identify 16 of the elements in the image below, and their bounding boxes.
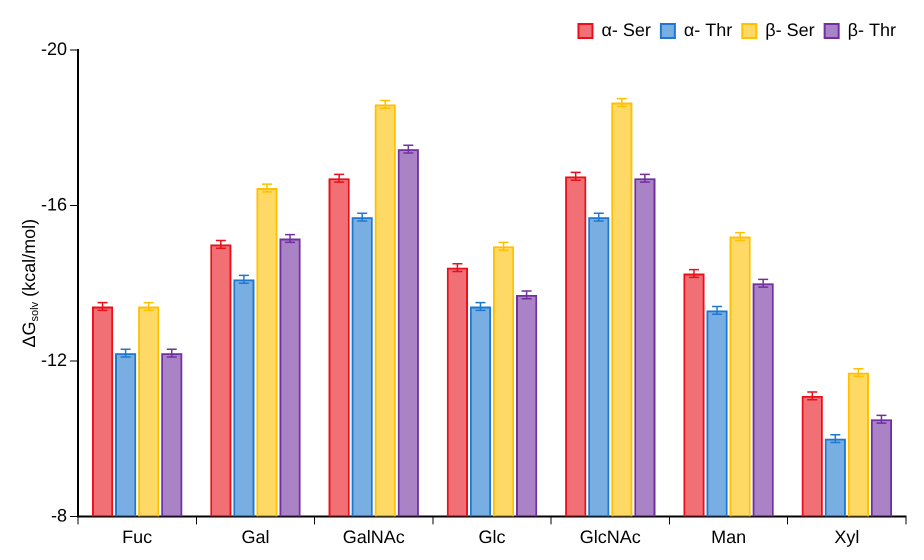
x-tick-label: Gal [241, 527, 270, 548]
legend-label: α- Thr [684, 20, 732, 40]
y-axis-title: ΔGsolv (kcal/mol) [18, 218, 42, 348]
y-tick-label: -20 [41, 38, 68, 59]
x-tick-label: Man [711, 527, 746, 548]
x-tick-label: GalNAc [342, 527, 405, 548]
x-tick-label: Xyl [834, 527, 860, 548]
y-tick-label: -12 [41, 350, 68, 370]
y-tick-label: -16 [41, 194, 68, 214]
legend-label: β- Ser [765, 20, 815, 40]
legend-label: β- Thr [848, 20, 896, 40]
y-tick-label: -8 [51, 505, 68, 526]
x-tick-label: Glc [478, 527, 506, 548]
x-tick-label: GlcNAc [580, 527, 641, 548]
legend-label: α- Ser [601, 20, 651, 40]
x-tick-label: Fuc [122, 527, 152, 548]
